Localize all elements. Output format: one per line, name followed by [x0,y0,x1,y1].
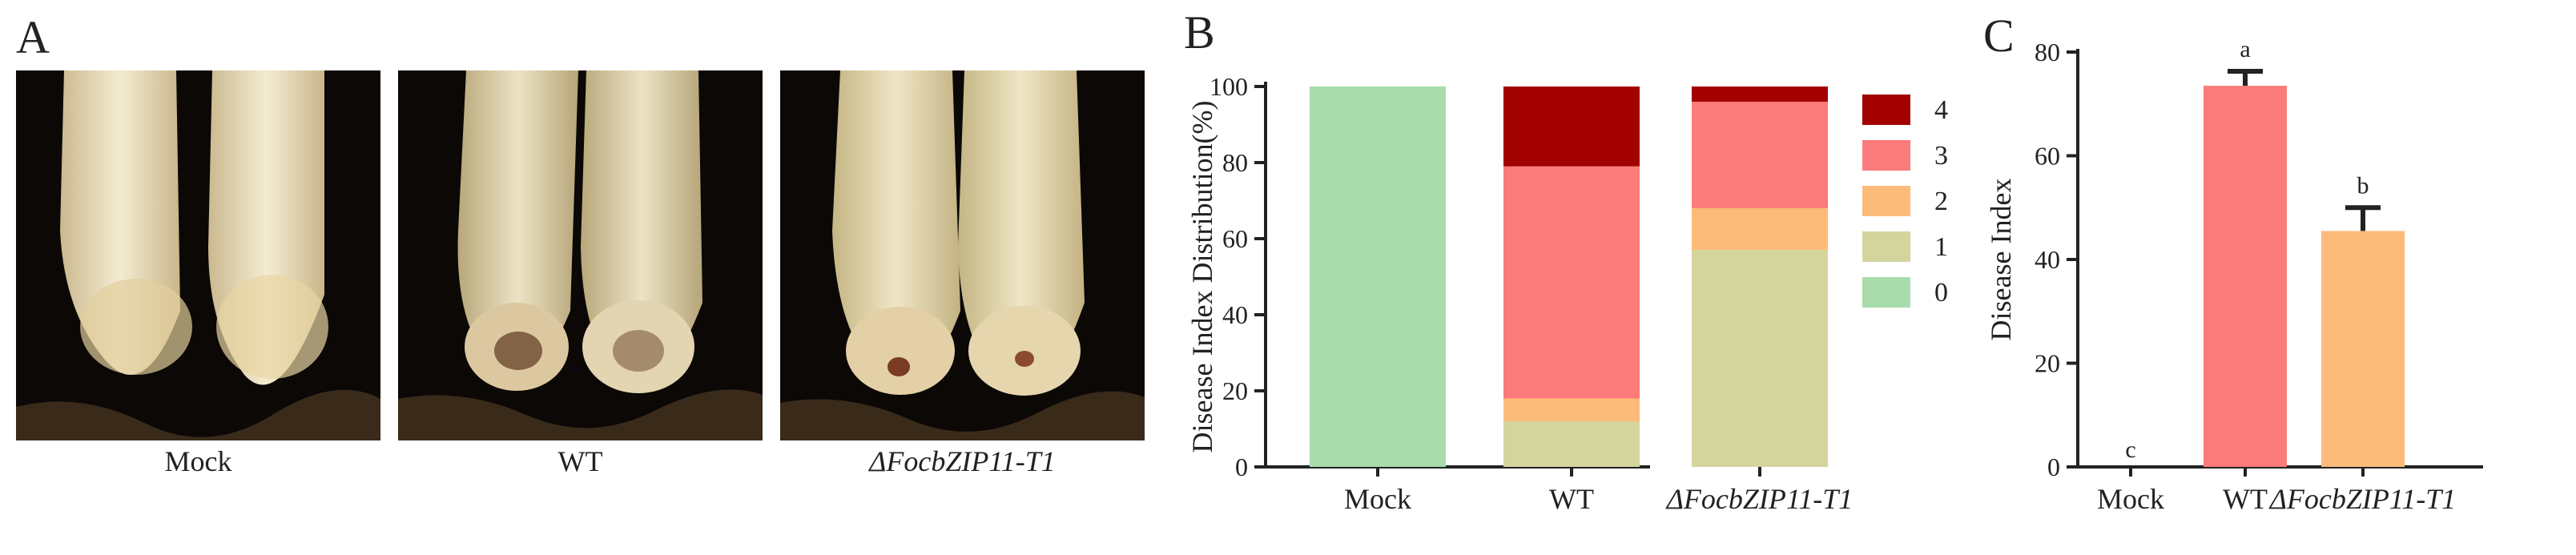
significance-letter-c: c [2125,436,2135,463]
photo-mock [16,70,380,440]
bar-segment-b [1503,86,1640,167]
y-axis-label-b: Disease Index Distribution(%) [1186,101,1218,453]
photo-wt [398,70,763,440]
legend-swatch-b [1862,186,1910,216]
x-tick-label-c: ΔFocbZIP11-T1 [2268,483,2456,515]
legend-swatch-b [1862,95,1910,125]
caption-mutant: ΔFocbZIP11-T1 [869,445,1056,477]
bar-segment-b [1692,250,1828,467]
y-tick-label-c: 0 [2047,452,2060,481]
bar-c [2321,231,2405,467]
y-tick-label-b: 100 [1210,72,1248,101]
x-tick-label-c: WT [2223,483,2268,515]
bar-segment-b [1503,166,1640,399]
y-axis-label-c: Disease Index [1985,179,2017,341]
legend-label-b: 4 [1934,95,1948,125]
panel-c-letter: C [1983,10,2015,62]
y-tick-label-b: 60 [1222,224,1248,253]
caption-mock: Mock [164,445,232,477]
bar-segment-b [1692,86,1828,102]
x-tick-label-b: Mock [1344,483,1411,515]
y-tick-label-b: 40 [1222,300,1248,329]
x-tick-label-c: Mock [2097,483,2164,515]
legend-swatch-b [1862,277,1910,308]
y-tick-label-b: 80 [1222,148,1248,177]
bar-segment-b [1310,86,1446,467]
y-tick-label-c: 60 [2035,142,2060,171]
legend-label-b: 1 [1934,232,1948,262]
panel-a-letter: A [16,11,50,63]
bar-segment-b [1503,398,1640,421]
legend-label-b: 3 [1934,141,1948,171]
panel-b-letter: B [1184,6,1215,58]
y-tick-label-c: 20 [2035,349,2060,378]
legend-label-b: 2 [1934,187,1948,216]
legend-swatch-b [1862,231,1910,262]
bar-segment-b [1692,102,1828,208]
y-tick-label-c: 40 [2035,245,2060,274]
y-tick-label-b: 0 [1235,452,1248,481]
legend-swatch-b [1862,140,1910,171]
x-tick-label-b: WT [1549,483,1594,515]
bar-segment-b [1692,208,1828,251]
bar-segment-b [1503,421,1640,467]
x-tick-label-b: ΔFocbZIP11-T1 [1665,483,1853,515]
bar-c [2204,86,2287,468]
caption-wt: WT [557,445,603,477]
y-tick-label-b: 20 [1222,376,1248,405]
significance-letter-c: b [2357,172,2369,199]
y-tick-label-c: 80 [2035,38,2060,66]
photo-mutant [780,70,1145,440]
significance-letter-c: a [2240,36,2250,62]
legend-label-b: 0 [1934,278,1948,308]
